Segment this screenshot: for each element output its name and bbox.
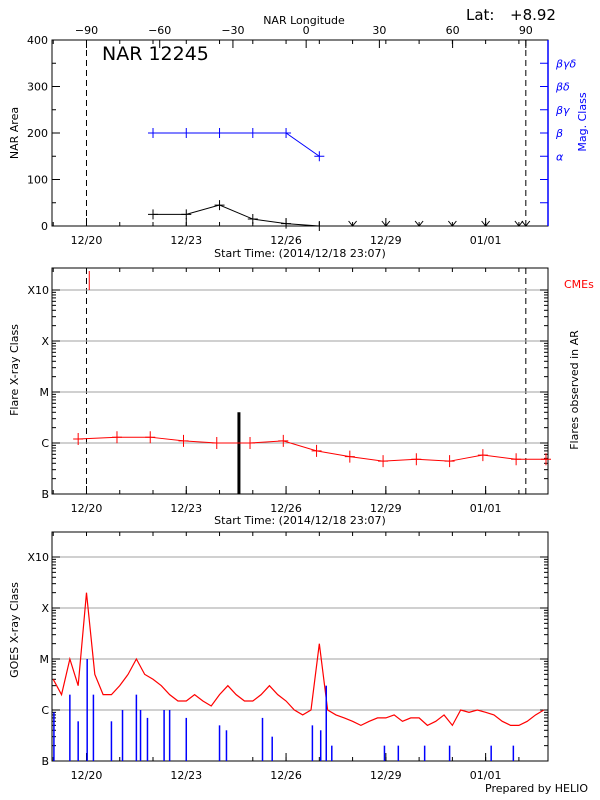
- flare-point: [311, 444, 322, 457]
- flare-point: [111, 431, 122, 444]
- y-tick-label: M: [40, 386, 50, 399]
- y-tick-label: M: [40, 653, 50, 666]
- y-tick-label: X: [41, 602, 49, 615]
- x-tick-label: 12/20: [71, 502, 103, 515]
- panel1-frame: [51, 39, 549, 227]
- panel2-xlabel: Start Time: (2014/12/18 23:07): [214, 514, 386, 527]
- panel1-y2label: Mag. Class: [576, 92, 589, 151]
- top-tick-label: −30: [221, 24, 244, 37]
- top-tick-label: −60: [148, 24, 171, 37]
- top-axis-label: NAR Longitude: [263, 14, 345, 27]
- cme-label: CMEs: [564, 278, 594, 291]
- x-tick-label: 12/20: [71, 234, 103, 247]
- flare-point: [145, 431, 156, 444]
- flare-point: [73, 432, 84, 445]
- y-tick-label: B: [41, 488, 49, 501]
- flare-point: [344, 450, 355, 463]
- x-tick-label: 12/29: [370, 769, 402, 782]
- projected-point: [447, 220, 457, 227]
- footer-credit: Prepared by HELIO: [485, 782, 588, 795]
- area-point: [181, 209, 192, 220]
- panel2-frame: [51, 267, 549, 495]
- area-line: [153, 204, 320, 227]
- panel2-ylabel: Flare X-ray Class: [8, 324, 21, 416]
- y-tick-label: X: [41, 335, 49, 348]
- mag-class-point: [148, 128, 159, 138]
- top-tick-label: 90: [519, 24, 533, 37]
- flare-point: [444, 455, 455, 468]
- lat-value: +8.92: [510, 6, 556, 24]
- y-tick-label: X10: [27, 284, 49, 297]
- projected-point: [348, 220, 357, 227]
- x-tick-label: 01/01: [470, 769, 502, 782]
- mag-class-point: [247, 128, 258, 138]
- y-tick-label: X10: [27, 551, 49, 564]
- x-tick-label: 12/23: [170, 234, 202, 247]
- flare-point: [511, 453, 522, 466]
- flare-point: [541, 453, 551, 466]
- flare-point: [178, 434, 189, 447]
- y-tick-label: 100: [27, 174, 48, 187]
- y-tick-label: 300: [27, 81, 48, 94]
- panel2-y2label: Flares observed in AR: [568, 330, 581, 450]
- area-point: [214, 200, 225, 211]
- top-tick-label: 60: [446, 24, 460, 37]
- panel1-title: NAR 12245: [102, 43, 209, 65]
- flare-point: [278, 434, 289, 447]
- area-point: [148, 209, 159, 220]
- y-tick-label: C: [41, 437, 49, 450]
- x-tick-label: 01/01: [470, 234, 502, 247]
- mag-class-label: α: [556, 150, 564, 163]
- projected-point: [514, 220, 524, 227]
- x-tick-label: 12/29: [370, 502, 402, 515]
- x-tick-label: 12/23: [170, 769, 202, 782]
- top-tick-label: 0: [303, 24, 310, 37]
- mag-class-label: βγ: [555, 104, 570, 117]
- lat-label: Lat:: [466, 6, 494, 24]
- mag-class-point: [281, 128, 292, 138]
- area-point: [247, 214, 258, 225]
- mag-class-point: [181, 128, 192, 138]
- x-tick-label: 01/01: [470, 502, 502, 515]
- projected-point: [521, 220, 531, 227]
- projected-point: [414, 220, 424, 227]
- mag-class-point: [314, 151, 325, 162]
- mag-class-point: [214, 128, 225, 138]
- y-tick-label: 400: [27, 34, 48, 47]
- x-tick-label: 12/26: [270, 234, 302, 247]
- x-tick-label: 12/23: [170, 502, 202, 515]
- panel1-ylabel: NAR Area: [8, 107, 21, 159]
- flare-point: [411, 453, 422, 466]
- y-tick-label: C: [41, 704, 49, 717]
- panel3-ylabel: GOES X-ray Class: [8, 582, 21, 678]
- y-tick-label: B: [41, 755, 49, 768]
- y-tick-label: 200: [27, 127, 48, 140]
- projected-point: [381, 220, 391, 227]
- area-point: [281, 218, 292, 229]
- flare-point: [477, 449, 488, 462]
- top-tick-label: 30: [372, 24, 386, 37]
- mag-class-label: β: [555, 127, 563, 140]
- flare-point: [211, 437, 222, 449]
- mag-class-label: βγδ: [555, 57, 577, 70]
- panel3-frame: [51, 531, 549, 762]
- flare-point: [245, 437, 256, 449]
- x-tick-label: 12/26: [270, 502, 302, 515]
- mag-class-label: βδ: [555, 81, 570, 94]
- y-tick-label: 0: [41, 220, 48, 233]
- x-tick-label: 12/29: [370, 234, 402, 247]
- goes-long-channel-line: [52, 592, 545, 727]
- mag-class-line: [153, 132, 320, 157]
- x-tick-label: 12/26: [270, 769, 302, 782]
- flare-point: [378, 455, 389, 468]
- top-tick-label: −90: [75, 24, 98, 37]
- x-tick-label: 12/20: [71, 769, 103, 782]
- projected-point: [481, 220, 491, 227]
- panel1-xlabel: Start Time: (2014/12/18 23:07): [214, 247, 386, 260]
- flare-line: [78, 436, 548, 462]
- area-point: [314, 221, 325, 231]
